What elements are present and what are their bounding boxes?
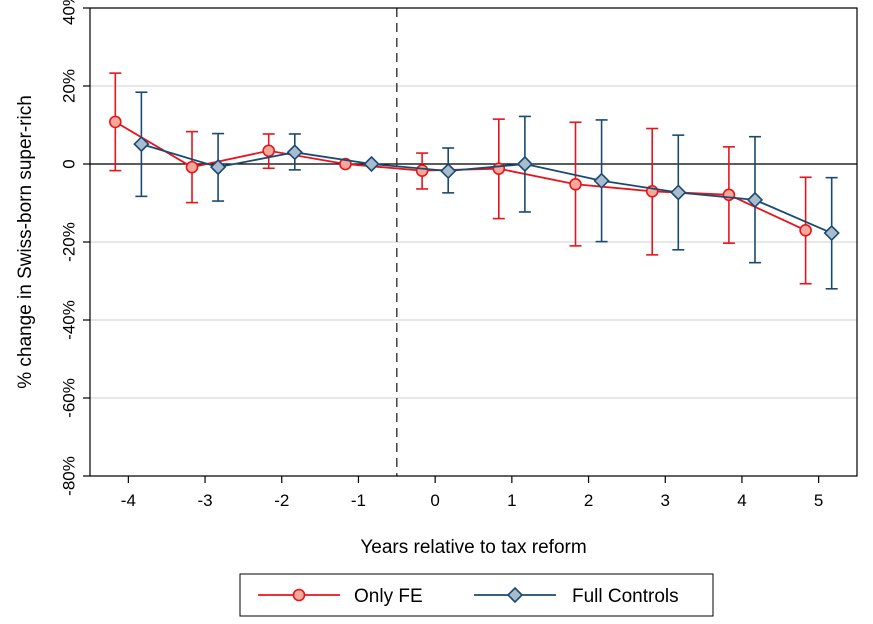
x-tick-label: -1: [351, 491, 366, 510]
series-layer: [109, 72, 840, 290]
y-tick-label: -60%: [59, 378, 78, 418]
legend-marker-full-controls: [506, 586, 524, 604]
y-tick-label: 0: [59, 159, 78, 168]
legend-item-only-fe: Only FE: [258, 586, 423, 607]
data-point: [440, 162, 457, 180]
axes: 40% 20% 0 -20% -40% -60% -80% -4 -3 -2 -1 0 1 2 3 4 5: [59, 0, 823, 510]
data-point: [109, 115, 122, 129]
data-point: [209, 158, 227, 176]
x-tick-label: 3: [661, 491, 670, 510]
data-point: [262, 144, 276, 158]
legend-label-only-fe: Only FE: [354, 586, 423, 607]
series-1: [133, 91, 840, 290]
series-0: [109, 72, 812, 285]
data-point: [799, 224, 812, 237]
y-tick-label: 20%: [59, 69, 78, 103]
y-tick-label: -20%: [59, 222, 78, 262]
y-tick-label: 40%: [59, 0, 78, 25]
x-axis-title: Years relative to tax reform: [360, 537, 586, 558]
data-point: [133, 135, 150, 153]
x-tick-label: 2: [584, 491, 593, 510]
data-point: [363, 155, 380, 173]
y-tick-label: -80%: [59, 456, 78, 496]
legend-marker-only-fe: [292, 588, 306, 602]
legend: Only FE Full Controls: [239, 573, 714, 617]
data-point: [516, 155, 534, 173]
data-point: [670, 184, 687, 201]
gridlines: [90, 7, 857, 477]
series-line: [141, 143, 833, 234]
y-tick-label: -40%: [59, 300, 78, 340]
data-point: [722, 188, 736, 202]
data-point: [593, 172, 610, 189]
x-tick-label: 4: [737, 491, 746, 510]
data-point: [492, 162, 506, 175]
x-tick-label: -3: [197, 491, 212, 510]
legend-item-full-controls: Full Controls: [474, 586, 679, 607]
legend-label-full-controls: Full Controls: [572, 586, 679, 607]
data-point: [746, 191, 764, 209]
data-point: [823, 224, 840, 242]
data-point: [286, 144, 303, 161]
y-axis-title: % change in Swiss-born super-rich: [15, 95, 36, 389]
x-tick-label: 0: [430, 491, 439, 510]
data-point: [415, 164, 429, 177]
x-tick-label: -4: [121, 491, 136, 510]
x-tick-label: 1: [507, 491, 516, 510]
x-tick-label: -2: [274, 491, 289, 510]
data-point: [569, 177, 582, 191]
x-tick-label: 5: [814, 491, 823, 510]
data-point: [185, 160, 199, 174]
